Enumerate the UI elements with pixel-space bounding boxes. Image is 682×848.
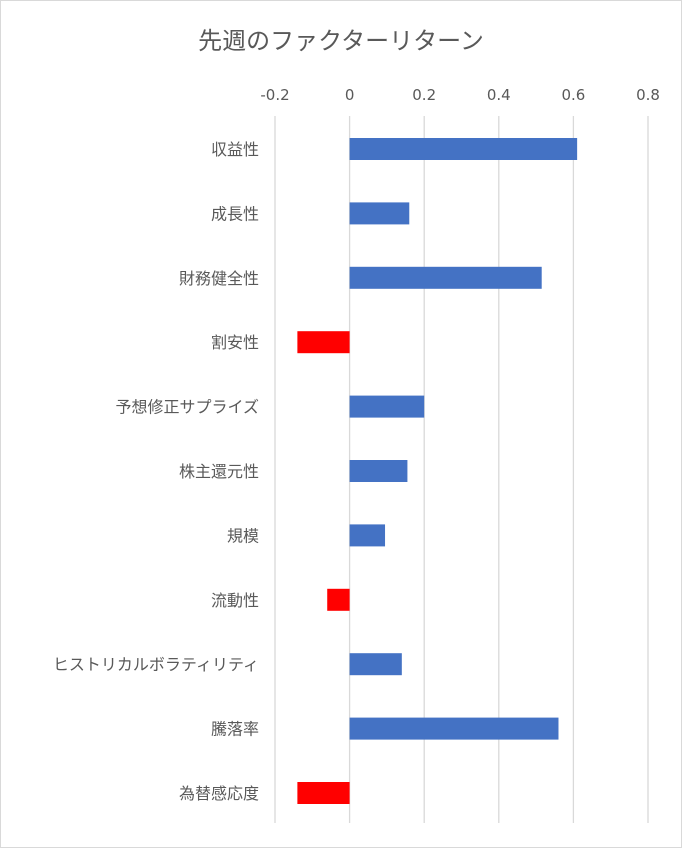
x-tick-label: -0.2 <box>260 86 289 104</box>
bar <box>349 202 410 225</box>
bar <box>349 395 425 418</box>
x-tick-label: 0.6 <box>561 86 585 104</box>
category-label: 割安性 <box>211 333 259 352</box>
bar <box>297 782 350 804</box>
category-label: 為替感応度 <box>179 784 259 803</box>
bar <box>349 717 559 740</box>
bar <box>327 588 350 611</box>
category-label: 規模 <box>227 526 259 545</box>
x-tick-label: 0 <box>345 86 355 104</box>
category-labels: 収益性成長性財務健全性割安性予想修正サプライズ株主還元性規模流動性ヒストリカルボ… <box>53 140 259 803</box>
x-tick-label: 0.4 <box>487 86 511 104</box>
category-label: ヒストリカルボラティリティ <box>53 655 259 674</box>
category-label: 騰落率 <box>211 720 259 739</box>
category-label: 財務健全性 <box>179 269 259 288</box>
x-axis-ticks: -0.2 0 0.2 0.4 0.6 0.8 <box>260 86 660 104</box>
x-tick-label: 0.2 <box>412 86 436 104</box>
gridlines <box>274 116 649 823</box>
bar <box>349 653 402 676</box>
bar <box>297 331 350 354</box>
chart-title: 先週のファクターリターン <box>198 27 484 55</box>
category-label: 予想修正サプライズ <box>115 398 259 417</box>
category-label: 流動性 <box>211 591 259 610</box>
category-label: 株主還元性 <box>179 462 259 481</box>
bars <box>297 138 578 804</box>
category-label: 成長性 <box>211 204 259 223</box>
category-label: 収益性 <box>211 140 259 159</box>
bar <box>349 138 578 160</box>
x-tick-label: 0.8 <box>636 86 660 104</box>
bar <box>349 460 408 482</box>
bar <box>349 266 542 289</box>
bar <box>349 524 386 547</box>
